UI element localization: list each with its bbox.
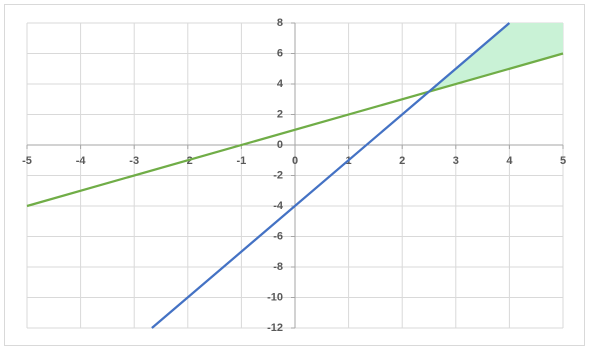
- x-tick-label: -3: [129, 155, 139, 167]
- y-tick-label: -4: [273, 200, 284, 212]
- x-tick-label: -5: [22, 155, 32, 167]
- y-tick-label: -12: [267, 322, 283, 334]
- shaded-region: [429, 23, 563, 92]
- x-tick-label: -1: [237, 155, 247, 167]
- y-tick-label: 2: [277, 108, 283, 120]
- x-tick-label: 2: [399, 155, 405, 167]
- y-tick-label: -8: [273, 261, 283, 273]
- x-tick-label: 0: [292, 155, 298, 167]
- y-tick-label: -2: [273, 169, 283, 181]
- y-tick-label: 0: [277, 139, 283, 151]
- y-tick-label: 6: [277, 47, 283, 59]
- x-tick-label: 3: [453, 155, 459, 167]
- x-tick-label: -4: [76, 155, 87, 167]
- y-tick-label: -6: [273, 230, 283, 242]
- x-tick-label: 4: [506, 155, 513, 167]
- series-line: [151, 22, 511, 329]
- x-tick-label: 5: [560, 155, 566, 167]
- y-tick-label: 4: [277, 78, 284, 90]
- y-tick-label: -10: [267, 291, 283, 303]
- y-tick-label: 8: [277, 17, 283, 29]
- series-line: [26, 52, 564, 208]
